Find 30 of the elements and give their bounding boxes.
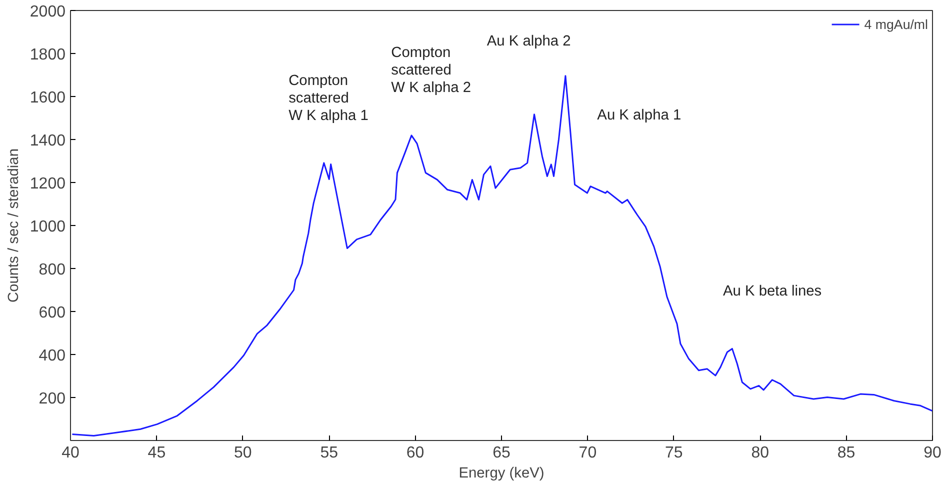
x-tick-label: 55	[320, 444, 338, 462]
y-tick-label: 1200	[30, 176, 66, 192]
y-tick-label: 1600	[30, 90, 66, 106]
y-tick-label: 800	[38, 262, 66, 278]
y-tick-label: 1400	[30, 132, 66, 150]
x-tick-label: 90	[924, 444, 942, 462]
annotation: Au K alpha 1	[597, 107, 682, 124]
x-tick-label: 75	[665, 444, 683, 462]
x-axis-title: Energy (keV)	[458, 466, 544, 482]
y-tick-label: 400	[38, 348, 66, 364]
line-series	[71, 75, 932, 437]
x-tick-label: 80	[751, 444, 770, 462]
legend-label: 4 mgAu/ml	[864, 16, 928, 32]
annotation: Au K alpha 2	[486, 33, 571, 50]
x-tick-label: 45	[148, 444, 166, 462]
x-tick-label: 70	[578, 444, 597, 462]
y-tick-label: 600	[38, 304, 66, 322]
x-tick-label: 85	[837, 444, 856, 462]
x-tick-label: 60	[406, 444, 424, 462]
x-tick-label: 65	[492, 444, 510, 462]
annotation: Au K beta lines	[723, 284, 822, 300]
y-axis-title: Counts / sec / steradian	[6, 148, 22, 302]
y-tick-label: 2000	[30, 4, 66, 20]
x-tick-label: 40	[62, 444, 80, 462]
annotation: Compton scattered W K alpha 1	[288, 72, 368, 124]
y-tick-label: 1000	[30, 218, 66, 236]
annotation: Compton scattered W K alpha 2	[391, 44, 472, 96]
x-tick-label: 50	[234, 444, 252, 462]
y-tick-label: 200	[38, 390, 66, 408]
y-tick-label: 1800	[30, 46, 66, 64]
